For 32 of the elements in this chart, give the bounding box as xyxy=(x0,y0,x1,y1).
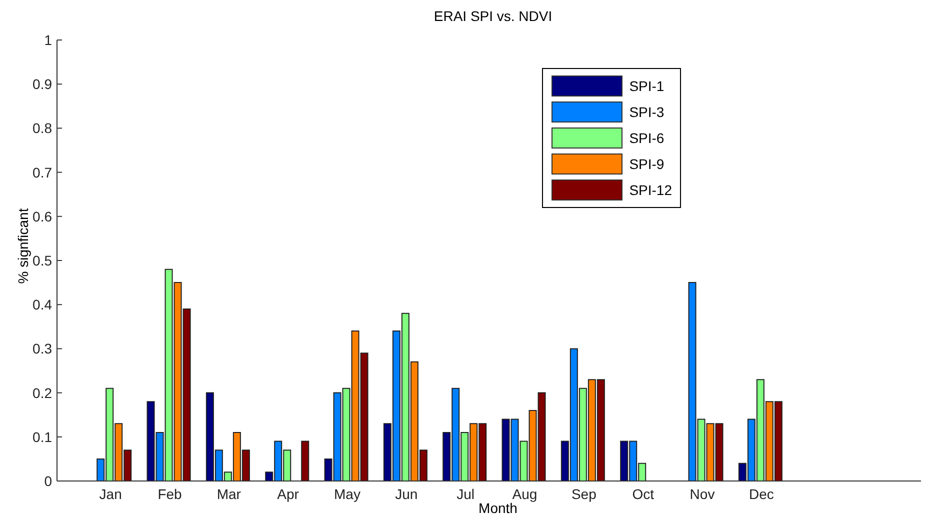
legend-label: SPI-6 xyxy=(629,130,664,146)
x-tick-label: Jul xyxy=(456,486,475,502)
chart-title: ERAI SPI vs. NDVI xyxy=(432,8,554,24)
y-tick-label: 0.8 xyxy=(32,120,52,136)
x-tick-label: Aug xyxy=(512,486,538,502)
y-tick-label: 0.3 xyxy=(32,340,52,357)
y-tick-label: 0.7 xyxy=(32,164,52,180)
y-axis-title: % signficant xyxy=(15,207,31,286)
x-tick-label: Nov xyxy=(690,486,715,502)
y-tick-label: 0.6 xyxy=(32,208,52,224)
x-tick-label: Apr xyxy=(277,486,300,502)
legend-label: SPI-1 xyxy=(629,78,664,94)
x-axis-title: Month xyxy=(478,500,518,516)
bar xyxy=(301,440,310,481)
x-tick-label: Dec xyxy=(748,486,774,502)
x-tick-label: Oct xyxy=(632,486,654,502)
legend-label: SPI-9 xyxy=(629,156,664,172)
legend-label: SPI-12 xyxy=(629,182,672,198)
y-tick-label: 1 xyxy=(44,32,52,48)
y-tick-label: 0.5 xyxy=(32,252,52,268)
legend-label: SPI-3 xyxy=(629,104,664,120)
x-tick-label: Mar xyxy=(216,486,242,502)
y-tick-label: 0 xyxy=(44,472,52,489)
y-tick-label: 0.2 xyxy=(32,384,52,401)
y-tick-label: 0.4 xyxy=(32,296,52,313)
y-tick-label: 0.1 xyxy=(32,428,52,445)
x-tick-label: Feb xyxy=(158,486,182,502)
x-tick-label: May xyxy=(334,486,360,502)
x-tick-label: Sep xyxy=(571,486,597,502)
y-tick-label: 0.9 xyxy=(32,76,52,92)
x-tick-label: Jan xyxy=(99,486,122,502)
x-tick-label: Jun xyxy=(395,486,418,502)
